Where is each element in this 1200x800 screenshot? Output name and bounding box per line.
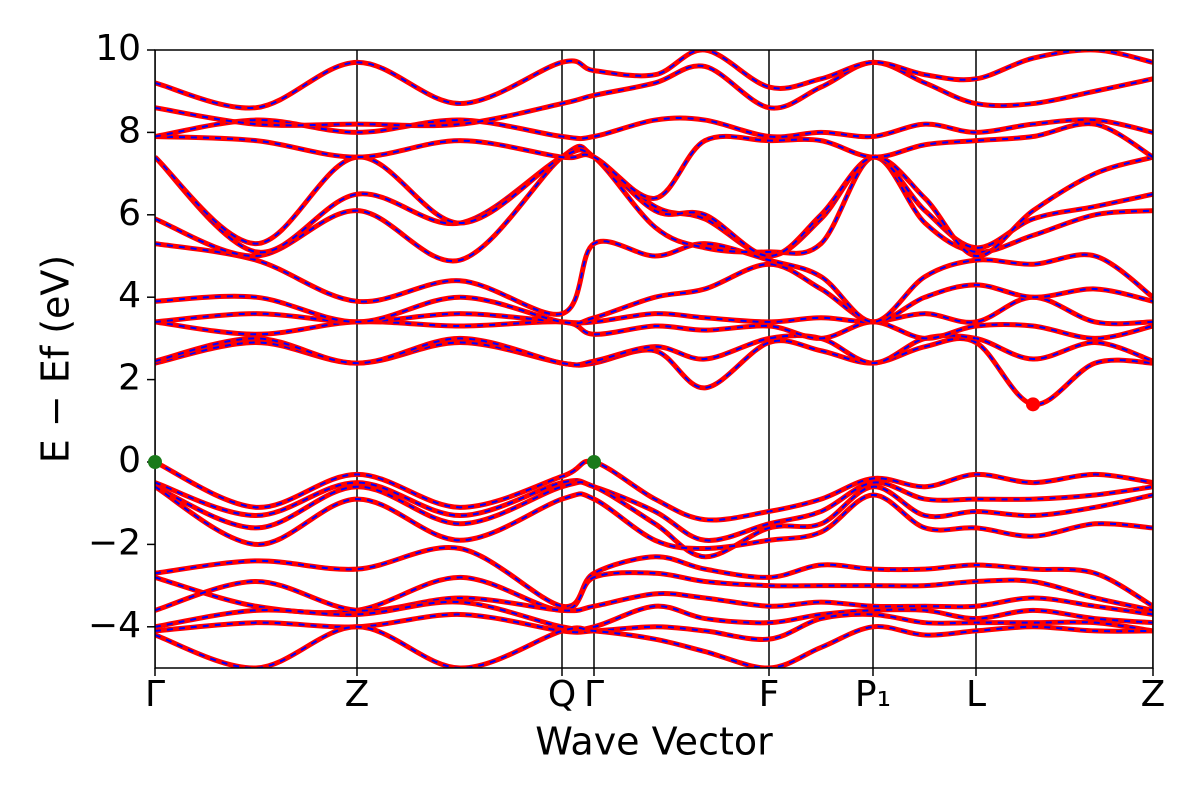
band [155, 578, 1153, 617]
y-tick-label: −2 [88, 522, 141, 563]
band-dashed [155, 61, 1153, 127]
band-dashed [155, 479, 1153, 542]
band-edge-marker [587, 455, 601, 469]
band-edge-marker [1026, 397, 1040, 412]
x-tick-label: Z [1141, 674, 1166, 715]
band-dashed [155, 546, 1153, 608]
band-dashed [155, 50, 1153, 109]
band [155, 147, 1153, 259]
y-tick-label: 10 [95, 28, 141, 69]
y-tick-label: 2 [118, 358, 141, 399]
band-dashed [155, 148, 1153, 258]
band-dashed [155, 148, 1153, 258]
band-edge-marker [148, 455, 162, 469]
y-tick-label: 0 [118, 440, 141, 481]
band-dashed [155, 263, 1153, 325]
plot-frame [154, 49, 1154, 669]
plot-area [155, 50, 1153, 668]
band-dashed [155, 625, 1153, 668]
x-tick-label: Q [548, 674, 576, 715]
x-tick-label: F [759, 674, 780, 715]
y-tick-label: 6 [118, 193, 141, 234]
x-tick-label: Γ [584, 674, 604, 715]
band [155, 545, 1153, 609]
x-tick-label: Z [345, 674, 370, 715]
y-tick-label: 4 [118, 275, 141, 316]
band-dashed [155, 460, 1153, 522]
y-tick-label: −4 [88, 605, 141, 646]
band-dashed [155, 485, 1153, 550]
x-tick-label: Γ [145, 674, 165, 715]
y-axis-label: E − Ef (eV) [34, 255, 78, 464]
x-axis-label: Wave Vector [535, 720, 773, 764]
band-dashed [155, 122, 1153, 200]
band-dashed [155, 334, 1153, 366]
band [155, 238, 1153, 325]
x-tick-label: P₁ [855, 674, 891, 715]
band-dashed [155, 116, 1153, 140]
band-dashed [155, 481, 1153, 558]
band [155, 50, 1153, 111]
band-dashed [155, 600, 1153, 631]
x-tick-label: L [966, 674, 986, 715]
band [155, 121, 1153, 201]
band-dashed [155, 145, 1153, 263]
y-tick-label: 8 [118, 110, 141, 151]
band [155, 319, 1153, 341]
